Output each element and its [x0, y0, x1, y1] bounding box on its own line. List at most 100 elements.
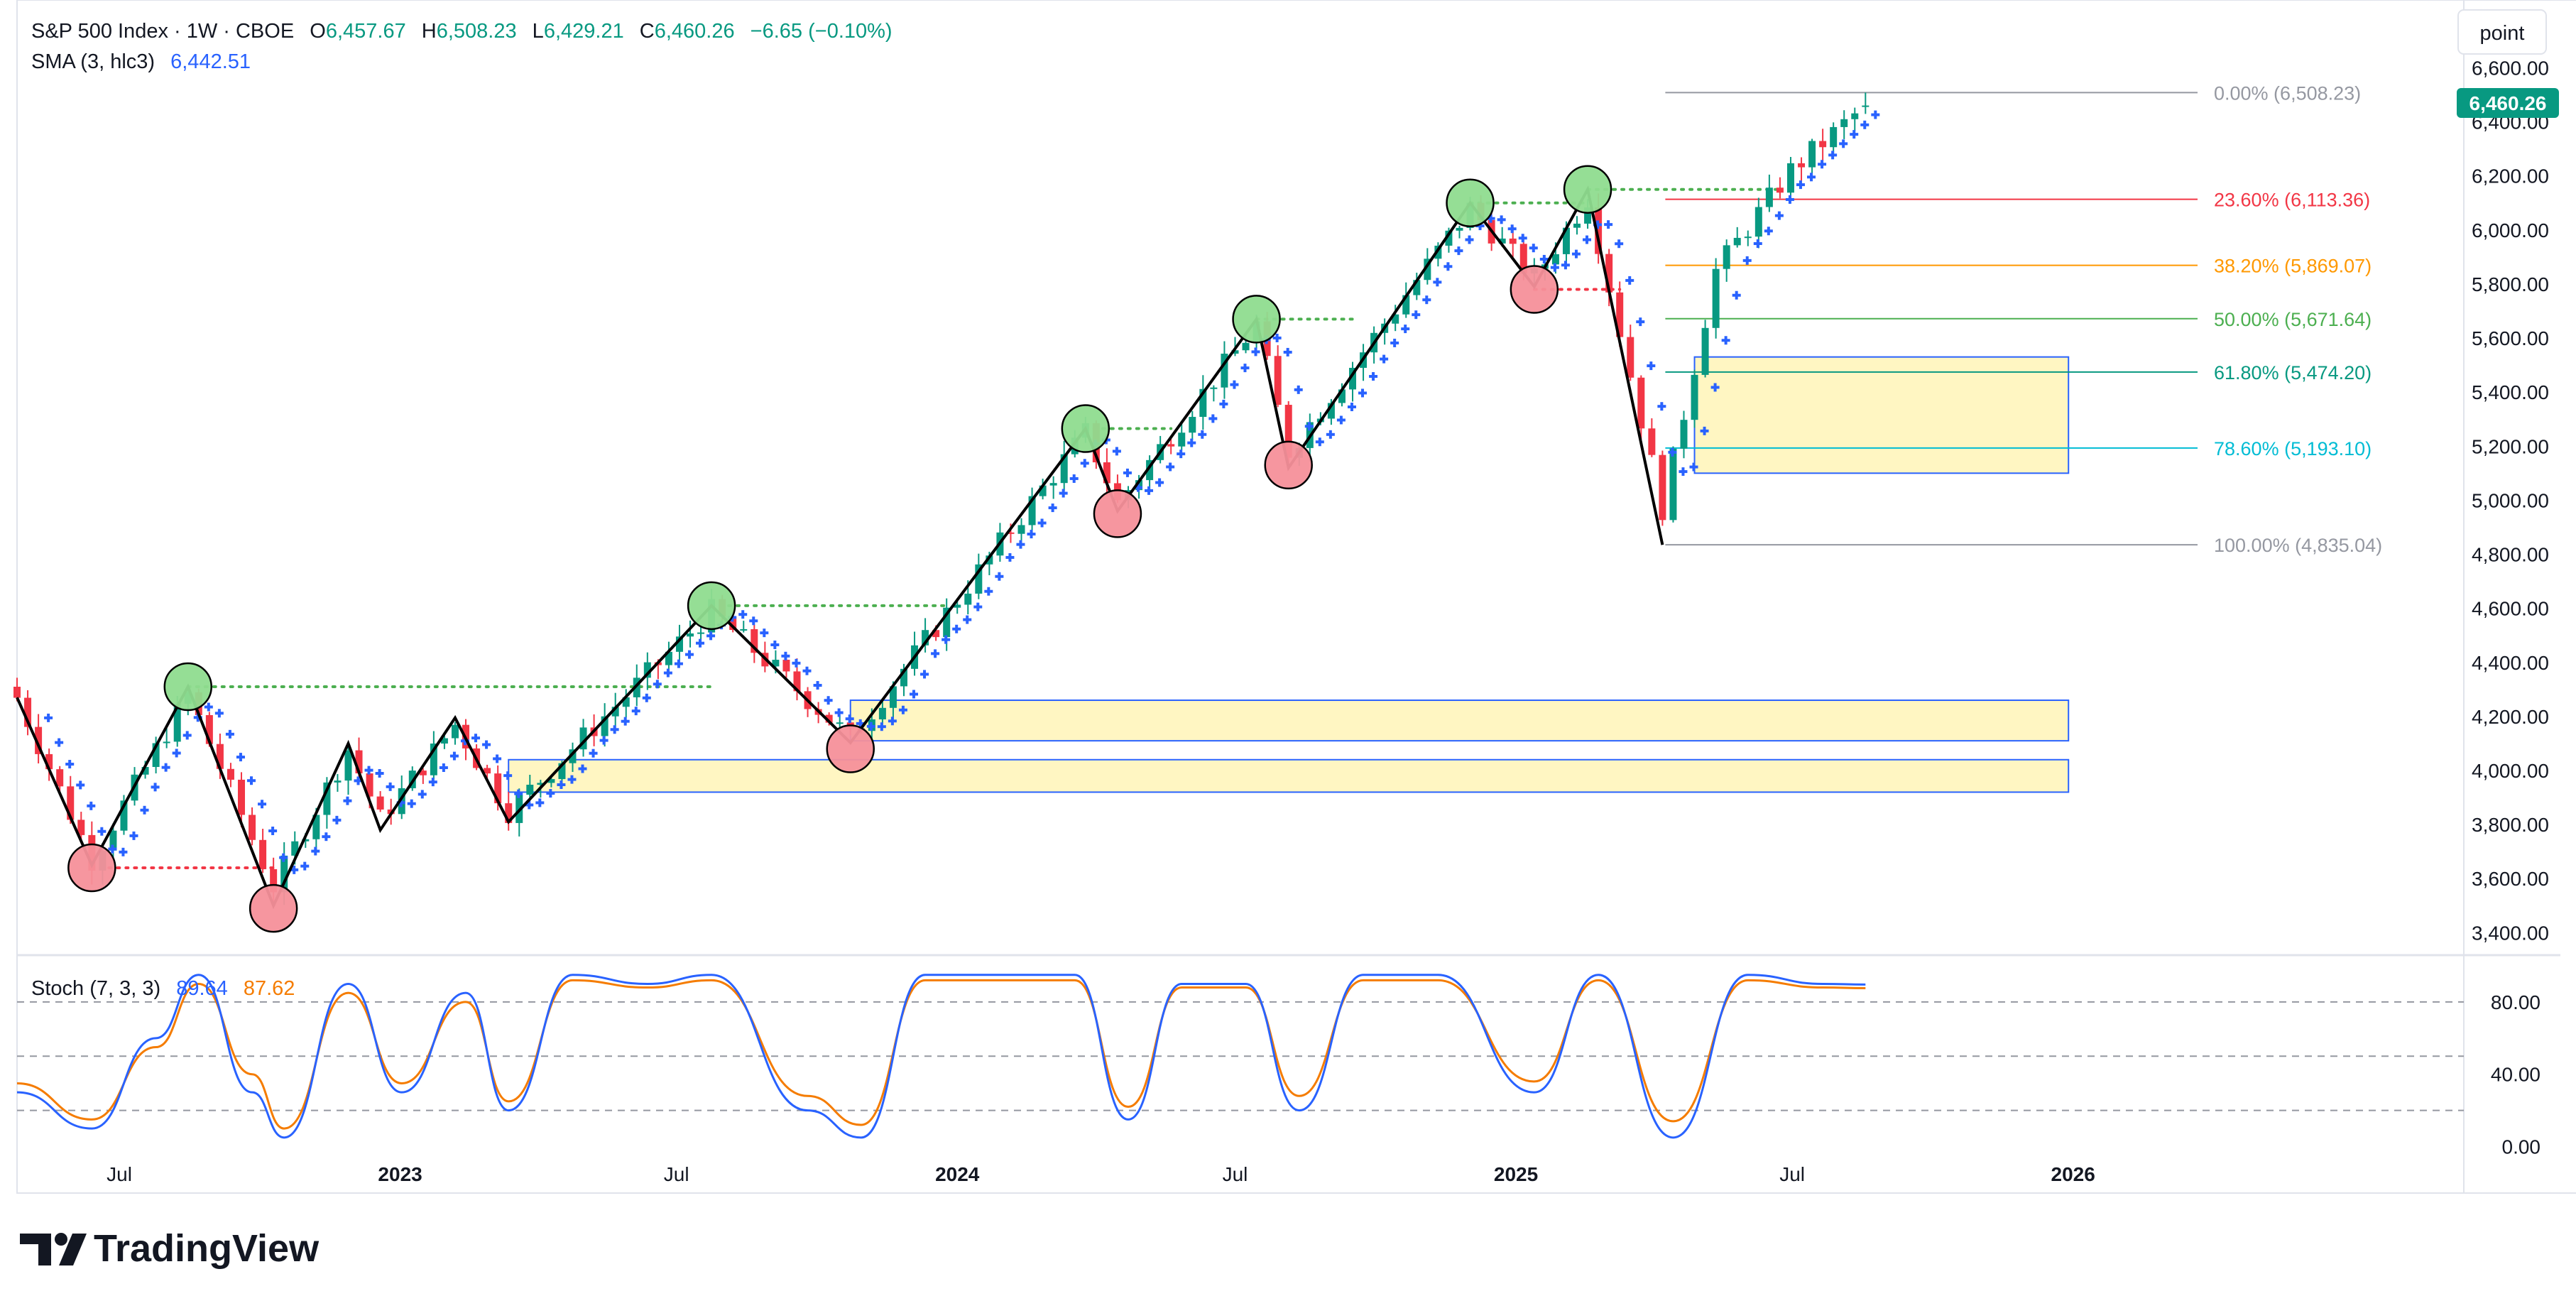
candle-body[interactable] [1627, 337, 1634, 378]
candle-body[interactable] [1210, 387, 1218, 389]
candle-body[interactable] [675, 636, 683, 652]
candle-body[interactable] [280, 855, 288, 893]
candle-body[interactable] [1808, 141, 1816, 168]
candle-body[interactable] [1242, 342, 1250, 351]
candle-body[interactable] [569, 749, 577, 763]
candle-body[interactable] [1509, 238, 1517, 244]
candle-body[interactable] [1327, 403, 1335, 419]
candle-body[interactable] [1434, 245, 1442, 259]
candle-body[interactable] [1413, 280, 1421, 295]
candle-body[interactable] [334, 780, 342, 783]
candle-body[interactable] [537, 783, 545, 785]
candle-body[interactable] [1648, 428, 1656, 455]
candle-body[interactable] [1060, 454, 1068, 484]
swing-low-marker[interactable] [1264, 440, 1313, 490]
candle-body[interactable] [484, 768, 491, 774]
candle-body[interactable] [1712, 268, 1720, 328]
candle-body[interactable] [889, 686, 897, 708]
candle-body[interactable] [975, 564, 983, 594]
candle-body[interactable] [173, 704, 181, 742]
candle-body[interactable] [1691, 374, 1698, 420]
candle-body[interactable] [419, 771, 427, 775]
candle-body[interactable] [622, 697, 630, 707]
candle-body[interactable] [825, 714, 833, 723]
candle-body[interactable] [782, 660, 790, 672]
candle-body[interactable] [1669, 448, 1677, 521]
candle-body[interactable] [77, 820, 85, 835]
tradingview-logo[interactable]: TradingView [20, 1227, 320, 1270]
support-zone[interactable] [849, 700, 2070, 742]
candle-body[interactable] [1007, 532, 1015, 534]
candle-body[interactable] [238, 779, 246, 815]
candle-body[interactable] [430, 744, 437, 775]
candle-body[interactable] [1723, 245, 1730, 269]
candle-body[interactable] [1786, 163, 1794, 193]
candle-body[interactable] [1765, 187, 1773, 207]
candle-body[interactable] [216, 744, 224, 769]
candle-body[interactable] [772, 660, 780, 667]
candle-body[interactable] [494, 773, 502, 804]
candle-body[interactable] [344, 750, 352, 781]
swing-low-marker[interactable] [1510, 265, 1559, 314]
candle-body[interactable] [163, 741, 170, 744]
candle-body[interactable] [120, 800, 128, 831]
candle-body[interactable] [1178, 432, 1186, 447]
candle-body[interactable] [1519, 244, 1527, 274]
candle-body[interactable] [141, 766, 149, 775]
candle-body[interactable] [1573, 223, 1581, 228]
candle-body[interactable] [1776, 187, 1784, 193]
swing-low-marker[interactable] [826, 724, 875, 773]
candle-body[interactable] [1456, 227, 1463, 231]
stoch-label[interactable]: Stoch (7, 3, 3) [31, 977, 160, 1000]
candle-body[interactable] [1551, 254, 1559, 265]
candle-body[interactable] [1744, 236, 1752, 239]
candle-body[interactable] [1851, 113, 1859, 119]
candle-body[interactable] [13, 687, 21, 698]
candle-body[interactable] [1798, 163, 1806, 168]
candle-body[interactable] [943, 607, 951, 638]
candle-body[interactable] [1498, 238, 1506, 244]
candle-body[interactable] [505, 803, 513, 823]
candle-body[interactable] [665, 651, 672, 665]
candle-body[interactable] [601, 716, 608, 736]
candle-body[interactable] [109, 830, 117, 851]
candle-body[interactable] [1605, 254, 1613, 293]
candle-body[interactable] [611, 707, 619, 717]
candle-body[interactable] [729, 616, 737, 631]
candle-body[interactable] [270, 869, 278, 893]
candle-body[interactable] [687, 633, 694, 637]
candle-body[interactable] [1221, 354, 1228, 388]
candle-body[interactable] [878, 707, 886, 719]
candle-body[interactable] [1284, 405, 1292, 458]
swing-high-marker[interactable] [687, 581, 736, 631]
candle-body[interactable] [1274, 356, 1282, 405]
candle-body[interactable] [954, 604, 961, 608]
candle-body[interactable] [1701, 327, 1709, 375]
candle-body[interactable] [366, 773, 373, 797]
candle-body[interactable] [1733, 237, 1741, 246]
candle-body[interactable] [922, 630, 929, 646]
candle-body[interactable] [643, 662, 651, 678]
candle-body[interactable] [1338, 389, 1346, 403]
candle-body[interactable] [1616, 292, 1624, 337]
candle-body[interactable] [932, 630, 940, 638]
candle-body[interactable] [964, 593, 972, 605]
candle-body[interactable] [547, 779, 555, 783]
support-zone[interactable] [508, 758, 2070, 793]
candle-body[interactable] [793, 671, 801, 692]
candle-body[interactable] [1830, 126, 1838, 148]
support-zone[interactable] [1693, 356, 2070, 474]
candle-body[interactable] [451, 724, 459, 739]
candle-body[interactable] [67, 786, 75, 820]
candle-body[interactable] [1637, 377, 1645, 429]
candle-body[interactable] [1424, 258, 1431, 281]
candle-body[interactable] [1595, 207, 1603, 254]
swing-high-marker[interactable] [1232, 295, 1281, 344]
swing-high-marker[interactable] [1446, 178, 1495, 227]
candle-body[interactable] [1562, 227, 1570, 254]
candle-body[interactable] [579, 727, 587, 750]
candle-body[interactable] [1028, 496, 1036, 526]
candle-body[interactable] [1146, 459, 1154, 481]
candle-body[interactable] [836, 722, 844, 724]
scale-mode-button[interactable]: point [2457, 9, 2547, 55]
